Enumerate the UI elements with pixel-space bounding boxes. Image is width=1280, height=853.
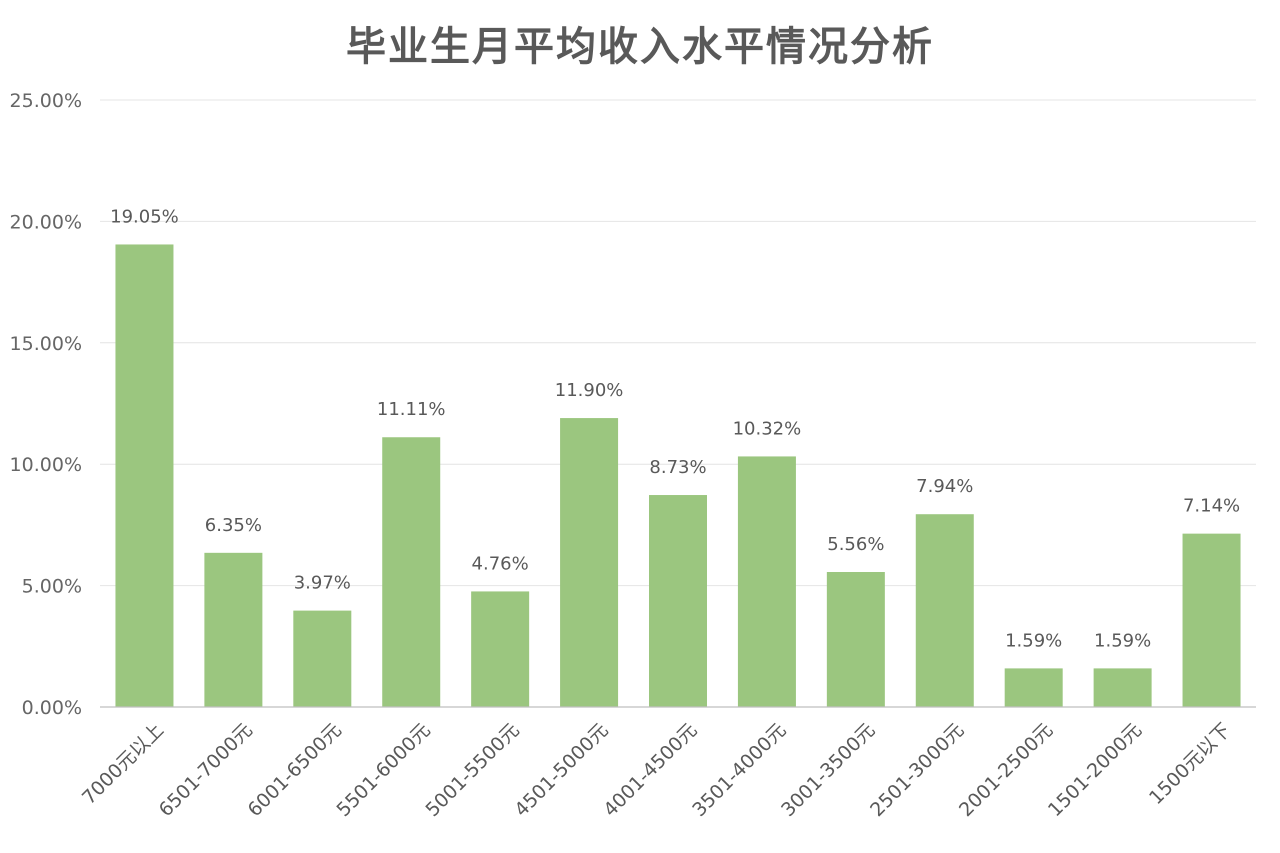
category-label: 4001-4500元 bbox=[599, 719, 701, 821]
bar bbox=[115, 244, 174, 707]
data-label: 5.56% bbox=[827, 534, 884, 555]
category-label: 1500元以下 bbox=[1145, 719, 1235, 809]
data-label: 6.35% bbox=[205, 515, 262, 536]
data-label: 19.05% bbox=[110, 206, 179, 227]
bar bbox=[1093, 668, 1152, 707]
data-labels: 19.05% 6.35% 3.97% 11.11% 4.76% 11.90% 8.73% 10… bbox=[110, 206, 1240, 651]
data-label: 11.90% bbox=[555, 380, 624, 401]
category-label: 3001-3500元 bbox=[777, 719, 879, 821]
category-label: 5501-6000元 bbox=[333, 719, 435, 821]
y-tick-label: 25.00% bbox=[10, 90, 82, 112]
bar bbox=[204, 552, 263, 707]
data-label: 1.59% bbox=[1094, 630, 1151, 651]
bar bbox=[915, 514, 974, 707]
data-label: 10.32% bbox=[733, 418, 802, 439]
category-label: 2501-3000元 bbox=[866, 719, 968, 821]
category-label: 5001-5500元 bbox=[421, 719, 523, 821]
bar bbox=[737, 456, 796, 707]
chart-title: 毕业生月平均收入水平情况分析 bbox=[346, 24, 934, 70]
y-axis-ticks: 0.00% 5.00% 10.00% 15.00% 20.00% 25.00% bbox=[10, 90, 82, 719]
data-label: 11.11% bbox=[377, 399, 446, 420]
bar bbox=[471, 591, 530, 707]
y-tick-label: 0.00% bbox=[22, 697, 82, 719]
bars bbox=[115, 244, 1241, 707]
category-label: 2001-2500元 bbox=[955, 719, 1057, 821]
bar bbox=[826, 572, 885, 707]
y-tick-label: 10.00% bbox=[10, 454, 82, 476]
x-axis-categories: 7000元以上6501-7000元6001-6500元5501-6000元500… bbox=[78, 719, 1235, 821]
data-label: 3.97% bbox=[294, 573, 351, 594]
gridlines bbox=[100, 99, 1256, 587]
y-tick-label: 15.00% bbox=[10, 333, 82, 355]
category-label: 1501-2000元 bbox=[1044, 719, 1146, 821]
category-label: 6001-6500元 bbox=[244, 719, 346, 821]
y-tick-label: 5.00% bbox=[22, 576, 82, 598]
category-label: 6501-7000元 bbox=[155, 719, 257, 821]
bar bbox=[382, 437, 441, 707]
data-label: 1.59% bbox=[1005, 630, 1062, 651]
category-label: 3501-4000元 bbox=[688, 719, 790, 821]
data-label: 7.14% bbox=[1183, 496, 1240, 517]
bar bbox=[1004, 668, 1063, 707]
y-tick-label: 20.00% bbox=[10, 211, 82, 233]
data-label: 7.94% bbox=[916, 476, 973, 497]
category-label: 4501-5000元 bbox=[510, 719, 612, 821]
data-label: 4.76% bbox=[472, 553, 529, 574]
bar bbox=[560, 418, 619, 707]
bar bbox=[293, 610, 352, 707]
bar bbox=[649, 495, 707, 707]
category-label: 7000元以上 bbox=[78, 719, 168, 809]
bar bbox=[1182, 533, 1241, 707]
data-label: 8.73% bbox=[649, 457, 706, 478]
